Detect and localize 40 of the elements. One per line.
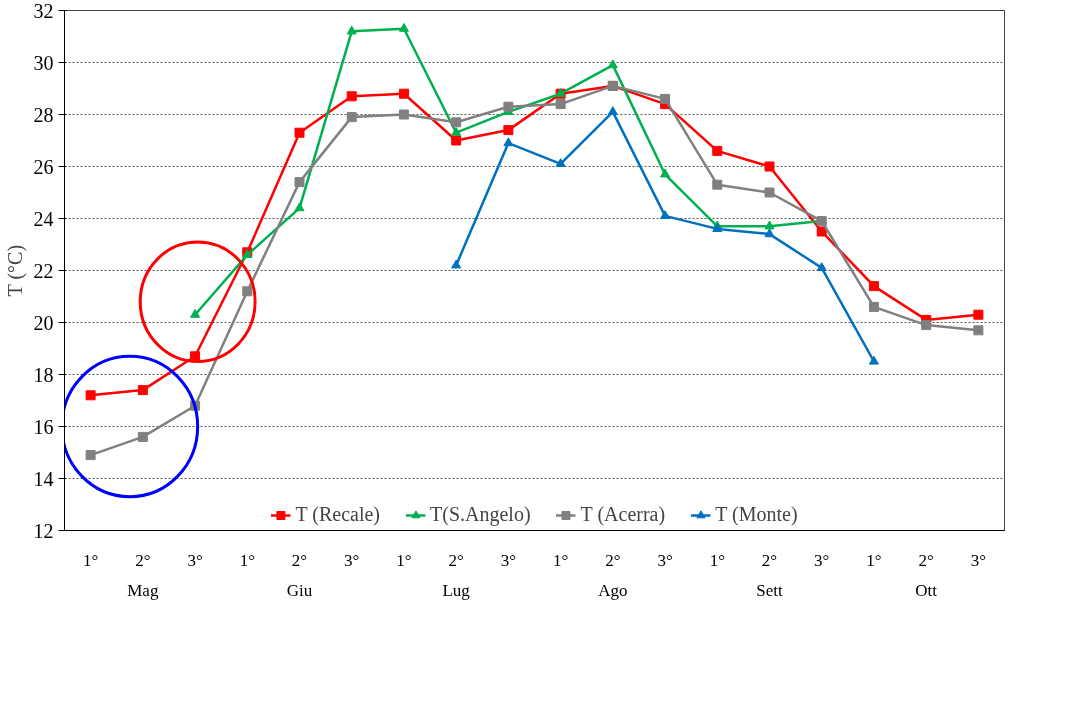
text: Giu xyxy=(286,580,313,600)
y-tick-label: 32 xyxy=(33,0,54,22)
y-tick-label: 16 xyxy=(33,415,54,438)
y-tick-label: 22 xyxy=(33,259,54,282)
legend-label: T(S.Angelo) xyxy=(430,503,531,526)
legend-label: T (Recale) xyxy=(295,503,381,526)
x-tick-label: 2° xyxy=(291,550,308,570)
x-tick-label: 3° xyxy=(657,550,673,570)
legend-label: T (Acerra) xyxy=(580,503,666,526)
x-tick-label: 3° xyxy=(187,550,203,570)
text: Ott xyxy=(915,580,938,600)
x-tick-label: 2° xyxy=(918,550,934,570)
x-tick-label: 2° xyxy=(448,550,464,570)
x-tick-label: 1° xyxy=(552,550,569,570)
text: Sett xyxy=(756,580,783,600)
x-tick-label: 1° xyxy=(709,550,725,570)
y-tick-label: 18 xyxy=(33,363,54,386)
x-tick-label: 3° xyxy=(344,550,360,570)
y-tick-label: 30 xyxy=(33,51,54,74)
y-tick-label: 14 xyxy=(33,467,54,490)
x-tick-label: 3° xyxy=(500,550,517,570)
y-tick-label: 20 xyxy=(33,311,54,334)
x-tick-label: 2° xyxy=(135,550,151,570)
y-axis-title: T (°C) xyxy=(3,244,27,297)
y-tick-label: 12 xyxy=(33,519,54,542)
text: Ago xyxy=(598,580,628,600)
x-tick-label: 1° xyxy=(866,550,882,570)
text: Lug xyxy=(442,580,471,600)
x-tick-label: 1° xyxy=(239,550,255,570)
x-tick-label: 3° xyxy=(970,550,987,570)
y-tick-label: 24 xyxy=(33,207,54,230)
text: Mag xyxy=(127,580,159,600)
y-tick-label: 26 xyxy=(33,155,54,178)
x-tick-label: 2° xyxy=(761,550,778,570)
x-tick-label: 3° xyxy=(814,550,830,570)
y-tick-label: 28 xyxy=(33,103,54,126)
x-tick-label: 2° xyxy=(605,550,621,570)
x-tick-label: 1° xyxy=(82,550,99,570)
legend-label: T (Monte) xyxy=(715,503,798,526)
x-tick-label: 1° xyxy=(396,550,412,570)
